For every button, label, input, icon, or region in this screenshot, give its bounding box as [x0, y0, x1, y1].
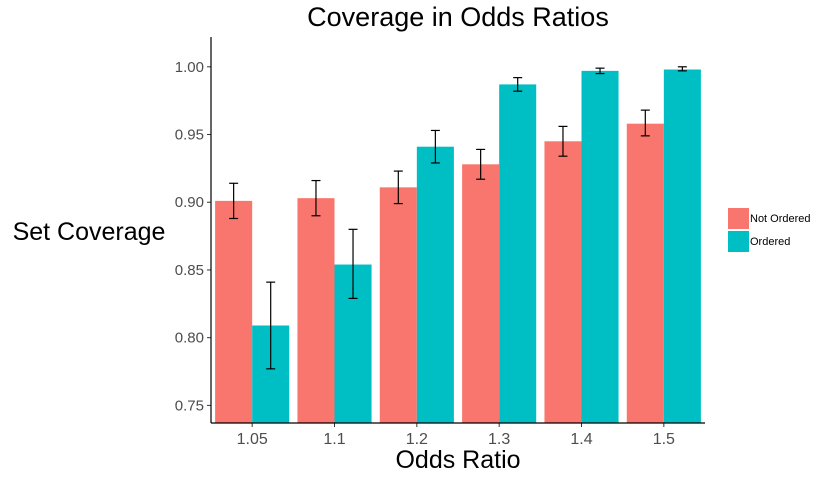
bar-not-ordered-1_2 — [379, 187, 417, 423]
x-tick-label: 1.05 — [237, 431, 268, 448]
chart-title: Coverage in Odds Ratios — [307, 2, 609, 32]
y-axis-label: Set Coverage — [13, 218, 166, 246]
legend-label-ordered: Ordered — [750, 236, 790, 248]
x-tick-label: 1.3 — [488, 431, 510, 448]
bars-layer — [215, 69, 701, 424]
legend-key-ordered — [728, 231, 749, 252]
y-tick-label: 1.00 — [175, 59, 204, 76]
bar-ordered-1_5 — [663, 69, 701, 424]
x-tick-label: 1.2 — [406, 431, 428, 448]
y-tick-label: 0.95 — [175, 127, 204, 144]
legend-label-not-ordered: Not Ordered — [750, 213, 811, 225]
bar-not-ordered-1_1 — [297, 198, 335, 423]
y-tick-label: 0.90 — [175, 194, 204, 211]
y-tick-label: 0.85 — [175, 262, 204, 279]
axes-layer: 1.05 1.1 1.2 1.3 1.4 1.5 0.75 0.80 0.85 0.90 0.95 1… — [175, 37, 705, 448]
legend-key-not-ordered — [728, 208, 749, 229]
bar-ordered-1_2 — [416, 146, 454, 423]
bar-not-ordered-1_3 — [462, 164, 500, 423]
x-tick-label: 1.5 — [653, 431, 675, 448]
x-tick-label: 1.1 — [323, 431, 345, 448]
bar-not-ordered-1_5 — [626, 123, 664, 424]
legend: Not Ordered Ordered — [728, 208, 811, 252]
error-bars-layer — [229, 66, 687, 370]
bar-not-ordered-1_05 — [215, 200, 253, 423]
y-tick-label: 0.80 — [175, 330, 204, 347]
x-tick-label: 1.4 — [570, 431, 592, 448]
x-axis-label: Odds Ratio — [395, 446, 520, 474]
y-tick-label: 0.75 — [175, 397, 204, 414]
bar-ordered-1_3 — [499, 84, 537, 424]
bar-ordered-1_4 — [581, 70, 619, 423]
bar-not-ordered-1_4 — [544, 141, 582, 423]
